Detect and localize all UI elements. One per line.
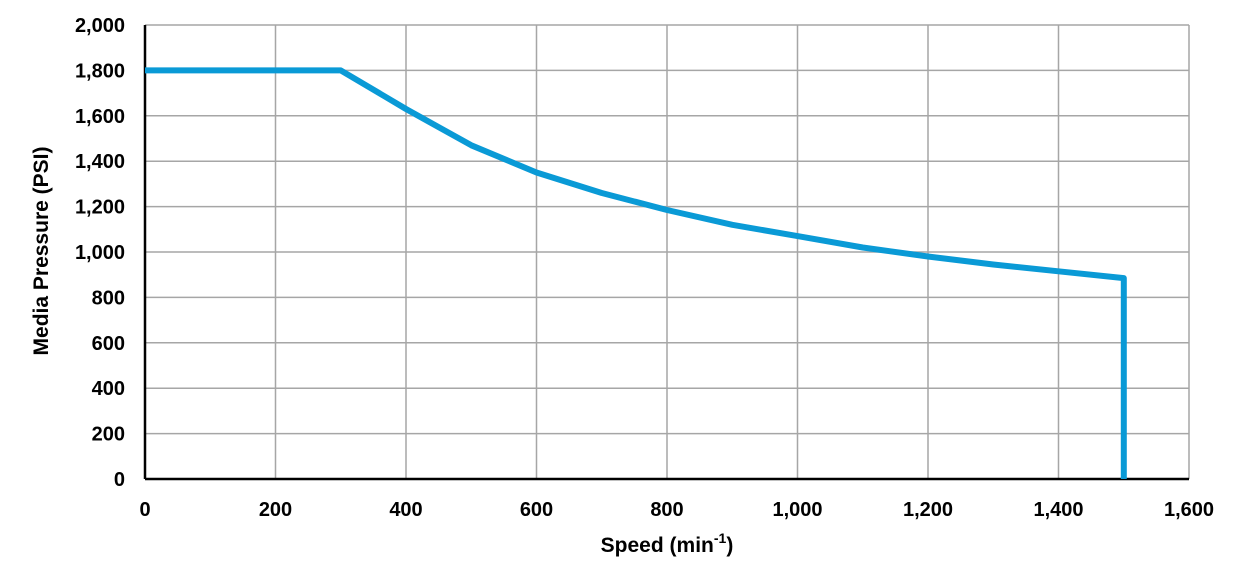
x-tick-label: 1,200 xyxy=(903,499,953,521)
y-tick-label: 0 xyxy=(114,469,125,491)
y-tick-label: 1,400 xyxy=(75,151,125,173)
x-axis-title-suffix: ) xyxy=(726,534,733,557)
x-axis-title-text: Speed (min xyxy=(601,534,714,557)
x-tick-label: 600 xyxy=(520,499,553,521)
y-tick-label: 1,200 xyxy=(75,197,125,219)
y-tick-label: 600 xyxy=(92,333,125,355)
axes xyxy=(143,25,1189,481)
y-axis-title: Media Pressure (PSI) xyxy=(30,147,53,356)
x-tick-label: 1,600 xyxy=(1164,499,1214,521)
series-layer xyxy=(145,67,1127,479)
y-tick-label: 1,000 xyxy=(75,242,125,264)
x-tick-label: 0 xyxy=(139,499,150,521)
y-tick-label: 2,000 xyxy=(75,15,125,37)
x-tick-label: 800 xyxy=(650,499,683,521)
y-tick-label: 400 xyxy=(92,378,125,400)
series-line xyxy=(145,67,1127,479)
x-tick-label: 200 xyxy=(259,499,292,521)
gridlines xyxy=(145,24,1190,479)
y-tick-label: 200 xyxy=(92,424,125,446)
y-tick-label: 800 xyxy=(92,287,125,309)
x-tick-label: 1,400 xyxy=(1033,499,1083,521)
x-tick-label: 400 xyxy=(389,499,422,521)
y-tick-label: 1,600 xyxy=(75,106,125,128)
x-axis-title-superscript: -1 xyxy=(714,530,727,546)
x-tick-label: 1,000 xyxy=(772,499,822,521)
x-axis-title: Speed (min-1) xyxy=(601,530,734,557)
x-tick-labels: 0 200 400 600 800 1,000 1,200 1,400 1,600 xyxy=(139,499,1214,521)
y-tick-labels: 0 200 400 600 800 1,000 1,200 1,400 1,600 1,800 2,… xyxy=(75,15,125,491)
y-tick-label: 1,800 xyxy=(75,60,125,82)
